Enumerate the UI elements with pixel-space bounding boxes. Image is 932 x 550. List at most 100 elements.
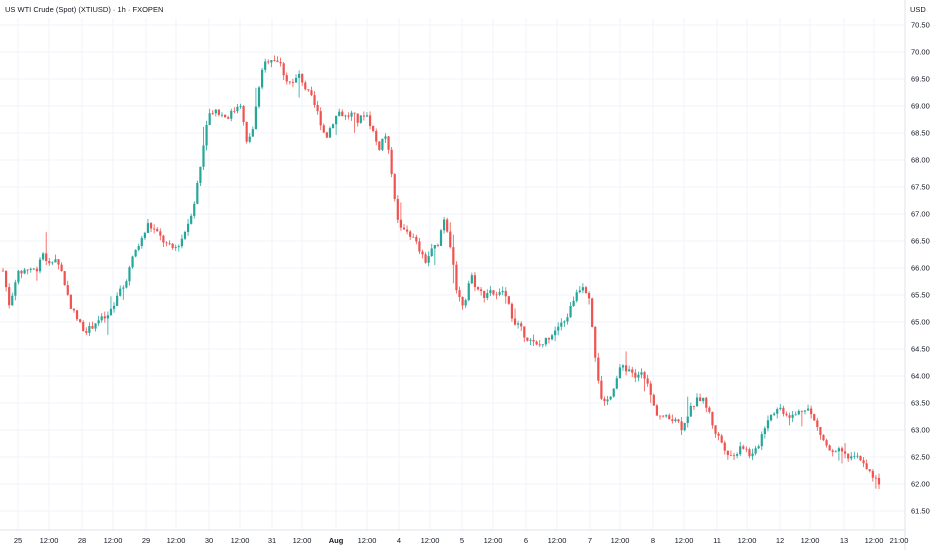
candle [1,267,5,272]
candle-body [94,323,97,329]
candle [341,109,344,117]
candle [140,235,143,249]
candle-body [254,106,258,130]
candle-body [319,111,322,126]
candle-body [748,449,751,457]
x-tick-label: 13 [840,536,848,545]
candle-body [236,106,239,112]
candle [347,112,350,120]
candle-body [538,344,541,346]
candle [840,446,844,464]
candle [470,272,473,285]
candle [757,444,760,449]
candle-body [442,219,446,231]
candle [205,120,208,151]
candle-body [668,415,671,420]
candle-body [723,442,726,451]
candle [29,267,32,273]
candle [436,243,440,248]
candle [313,91,316,108]
candle-body [291,82,295,83]
candle-body [689,405,692,417]
candle-body [624,365,628,372]
candle-body [57,259,60,265]
candle [489,285,492,297]
candle-body [578,290,581,293]
candle [223,114,227,118]
candle [769,414,773,422]
x-tick-label: 12:00 [167,536,186,545]
candles [1,55,881,490]
candle-body [267,61,270,63]
candle [661,415,665,418]
candle [430,243,433,257]
price-axis[interactable]: 70.50 70.00 69.50 69.00 68.50 68.00 67.50 67.00… [904,0,930,550]
candle-body [69,294,72,309]
candle [874,474,878,489]
candle [779,404,782,411]
candle [88,322,91,336]
candle-body [563,321,566,323]
candle-body [41,253,45,260]
candle-body [470,275,473,284]
candle-body [692,405,696,407]
time-axis[interactable]: 25 12:00 28 12:00 29 12:00 30 12:00 31 12:00 Aug 12… [0,529,908,545]
candle [717,431,720,441]
candle [248,133,251,144]
candle [168,240,171,246]
candle [680,417,683,435]
candle [785,411,788,417]
candle-body [149,223,153,229]
candle-body [714,425,717,434]
candle [856,452,859,459]
candle-body [806,408,810,411]
candle-body [405,229,409,232]
candle-body [828,445,831,451]
grid [0,18,905,530]
candle-body [862,460,865,464]
candle [353,112,356,133]
candle [143,231,146,240]
currency-label[interactable]: USD [910,5,926,14]
candle-body [193,203,196,216]
candle-body [304,82,307,90]
candle-body [597,357,600,381]
candle-body [390,149,393,175]
candle-body [819,427,822,435]
candle-body [217,109,221,115]
candle [82,320,85,332]
candle [57,258,60,270]
candle [782,405,785,417]
candle [510,302,514,322]
candle-body [97,320,100,324]
candle-body [769,414,773,421]
y-tick-label: 64.50 [911,345,930,354]
candle [683,422,686,432]
candle [575,289,578,303]
candle-body [270,60,273,63]
candle-body [757,446,760,449]
candle [270,60,273,68]
candle-body [32,268,35,270]
candle [597,353,600,384]
candle [655,403,659,416]
candle [190,213,193,225]
candle-body [402,227,406,230]
candle [745,446,748,453]
candle [557,322,560,336]
candle [455,261,458,294]
candle [828,444,831,451]
candle-body [322,125,325,133]
candle [541,344,544,348]
candle-body [205,125,208,146]
candle [652,393,655,406]
candle [578,286,581,294]
candle-body [202,145,205,167]
candle [776,407,779,419]
x-tick-label: 12:00 [104,536,123,545]
candle-body [183,231,187,239]
candle [72,308,76,313]
candle [621,364,625,371]
